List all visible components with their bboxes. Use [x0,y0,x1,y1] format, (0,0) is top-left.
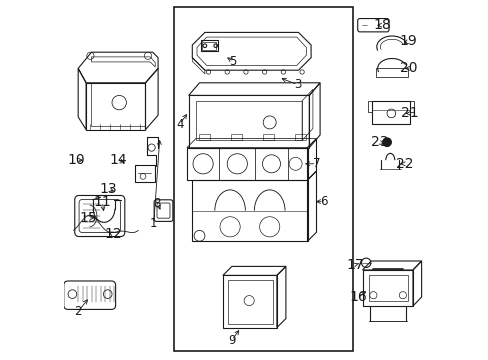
Bar [294,134,305,140]
Text: 12: 12 [104,227,122,241]
Text: 19: 19 [399,35,416,48]
Text: 14: 14 [109,153,126,167]
Bar [199,134,210,140]
Bar [200,40,218,51]
Text: 18: 18 [372,18,390,32]
Bar [174,7,352,351]
Bar [263,134,273,140]
Text: 13: 13 [100,182,117,196]
Text: 15: 15 [79,211,97,225]
Circle shape [382,138,390,147]
Text: 3: 3 [293,78,301,91]
Text: 8: 8 [153,197,161,210]
Text: 21: 21 [401,107,418,120]
Text: 11: 11 [93,195,111,208]
Text: 2: 2 [74,305,82,318]
Text: 4: 4 [176,118,183,131]
Text: 17: 17 [346,258,364,271]
Bar [368,275,407,301]
Bar [227,280,272,324]
Text: 7: 7 [312,157,320,170]
Text: 16: 16 [348,290,366,304]
Text: 23: 23 [370,135,387,149]
Text: 1: 1 [150,217,157,230]
Bar [134,165,154,182]
Text: 6: 6 [319,195,327,208]
Text: 9: 9 [228,334,235,347]
Bar [202,42,216,50]
Text: 22: 22 [395,157,413,171]
Text: 5: 5 [229,55,236,68]
Text: 10: 10 [67,153,85,167]
Bar [231,134,242,140]
Bar [91,83,145,126]
Text: 20: 20 [399,62,416,75]
